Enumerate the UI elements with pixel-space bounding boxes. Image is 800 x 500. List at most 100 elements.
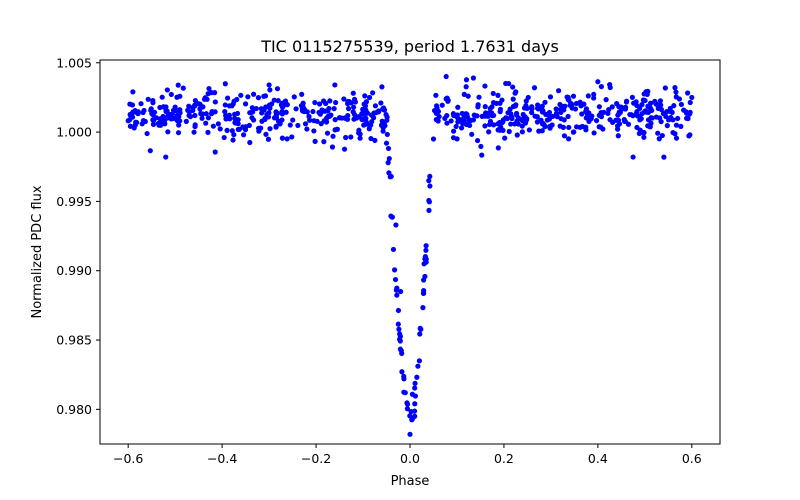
data-point [139, 121, 145, 127]
data-point [132, 122, 138, 128]
data-point [164, 87, 170, 93]
x-axis-label: Phase [391, 474, 430, 489]
data-point [277, 121, 283, 127]
data-point [570, 93, 577, 99]
data-point [529, 104, 535, 110]
data-point [381, 107, 387, 113]
data-point [363, 99, 370, 105]
data-point [583, 127, 589, 133]
data-point [351, 116, 357, 122]
data-point [603, 97, 609, 103]
data-point [212, 109, 218, 115]
data-point [683, 110, 690, 116]
data-point [678, 123, 684, 129]
data-point [482, 83, 488, 89]
data-point [486, 129, 492, 135]
data-point [544, 117, 551, 123]
data-point [325, 108, 331, 114]
data-point [670, 117, 676, 123]
data-point [205, 115, 211, 121]
data-point [396, 326, 402, 332]
data-point [565, 96, 571, 103]
data-point [127, 112, 134, 119]
x-tick-label: 0.6 [682, 451, 702, 466]
data-point [366, 94, 373, 101]
data-point [519, 129, 525, 135]
data-point [283, 109, 289, 115]
data-point [331, 106, 337, 112]
data-point [506, 128, 512, 135]
data-point [345, 106, 352, 112]
data-point [388, 173, 394, 180]
y-tick-label: 0.990 [56, 263, 92, 278]
data-point [265, 136, 272, 142]
x-tick-label: −0.6 [113, 451, 143, 466]
data-point [370, 90, 376, 96]
data-point [483, 110, 489, 116]
data-point [321, 139, 327, 145]
data-point [513, 89, 519, 95]
data-point [444, 120, 450, 126]
data-point [662, 85, 668, 91]
data-point [554, 114, 560, 120]
data-point [206, 85, 212, 92]
data-point [427, 173, 433, 180]
data-point [664, 123, 670, 129]
data-point [345, 113, 351, 119]
data-point [224, 127, 230, 133]
data-point [186, 103, 192, 109]
data-point [465, 93, 471, 99]
data-point [242, 101, 249, 107]
data-point [310, 108, 316, 115]
data-point [412, 385, 418, 391]
data-point [332, 117, 338, 123]
data-point [556, 88, 562, 94]
data-point [520, 111, 526, 118]
data-point [495, 127, 501, 133]
data-point [506, 80, 512, 87]
data-point [553, 106, 559, 112]
data-point [293, 106, 299, 112]
data-point [299, 106, 306, 112]
data-point [355, 114, 362, 120]
data-point [614, 101, 620, 107]
data-point [234, 96, 240, 103]
data-point [461, 91, 467, 97]
data-point [231, 132, 237, 138]
data-point [138, 101, 144, 107]
data-point [621, 118, 628, 124]
data-point [175, 130, 182, 136]
data-point [558, 116, 564, 122]
data-point [222, 108, 228, 115]
data-point [129, 102, 136, 108]
data-point [186, 109, 192, 115]
data-point [542, 99, 548, 105]
data-point [550, 113, 556, 119]
data-point [559, 103, 566, 109]
data-point [416, 358, 422, 364]
data-point [443, 96, 449, 102]
data-point [509, 115, 515, 122]
data-point [487, 121, 493, 128]
data-point [337, 115, 343, 121]
data-point [615, 112, 621, 118]
data-point [523, 102, 529, 109]
data-point [569, 101, 575, 108]
data-point [547, 125, 553, 131]
data-point [412, 393, 419, 399]
data-point [412, 401, 418, 407]
data-point [187, 114, 194, 120]
data-point [657, 115, 663, 121]
data-point [371, 110, 377, 116]
data-point [324, 130, 331, 136]
data-point [266, 82, 272, 88]
data-point [687, 99, 693, 106]
data-point [463, 84, 469, 90]
data-point [417, 331, 423, 337]
data-point [421, 261, 427, 267]
data-point [144, 130, 150, 137]
data-point [515, 121, 521, 127]
data-point [607, 82, 613, 88]
data-point [385, 145, 392, 152]
